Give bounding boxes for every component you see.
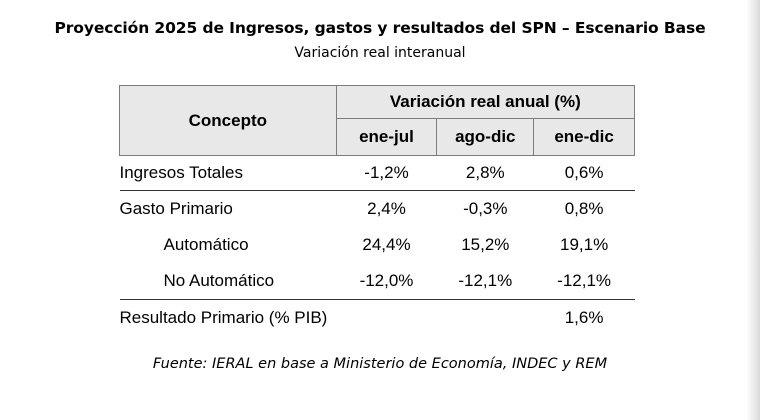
row-label: Ingresos Totales xyxy=(119,155,337,191)
document-subtitle: Variación real interanual xyxy=(294,45,466,61)
page-edge-shadow xyxy=(746,0,760,420)
header-row-periods: ene-jul ago-dic ene-dic xyxy=(120,118,635,156)
row-label: Automático xyxy=(163,235,249,254)
cell-value xyxy=(336,300,437,337)
table-row: Gasto Primario 2,4% -0,3% 0,8% xyxy=(120,191,635,228)
row-label: No Automático xyxy=(119,263,337,300)
document-title: Proyección 2025 de Ingresos, gastos y re… xyxy=(54,19,706,37)
cell-value: 2,8% xyxy=(436,155,534,191)
cell-value: 0,6% xyxy=(533,155,635,191)
row-label: Resultado Primario (% PIB) xyxy=(119,308,328,327)
column-header-ene-dic: ene-dic xyxy=(533,118,635,156)
cell-value: 2,4% xyxy=(367,199,406,218)
cell-value: 0,8% xyxy=(564,199,604,218)
variation-group-header: Variación real anual (%) xyxy=(335,85,636,119)
table-row: Automático 24,4% 15,2% 19,1% xyxy=(120,227,635,263)
row-label: Gasto Primario xyxy=(119,199,233,218)
source-note: Fuente: IERAL en base a Ministerio de Ec… xyxy=(152,356,608,372)
cell-value: 1,6% xyxy=(564,308,604,327)
column-header-ago-dic: ago-dic xyxy=(436,118,535,156)
cell-value: -12,0% xyxy=(336,263,437,300)
cell-value: -0,3% xyxy=(463,199,508,218)
table-row: No Automático -12,0% -12,1% -12,1% xyxy=(119,263,635,300)
cell-value: -12,1% xyxy=(533,263,635,300)
projection-table: Concepto Variación real anual (%) ene-ju… xyxy=(119,85,636,337)
cell-value: 19,1% xyxy=(559,235,609,254)
cell-value: 24,4% xyxy=(362,235,411,254)
table-row: Ingresos Totales -1,2% 2,8% 0,6% xyxy=(119,155,635,191)
cell-value: -1,2% xyxy=(336,155,437,191)
header-row-group: Concepto Variación real anual (%) xyxy=(119,85,636,156)
cell-value: -12,1% xyxy=(436,263,534,300)
concept-header: Concepto xyxy=(119,85,337,156)
cell-value: 15,2% xyxy=(461,235,510,254)
table-row: Resultado Primario (% PIB) 1,6% xyxy=(120,300,635,337)
column-header-ene-jul: ene-jul xyxy=(335,118,438,156)
cell-value xyxy=(437,300,534,337)
